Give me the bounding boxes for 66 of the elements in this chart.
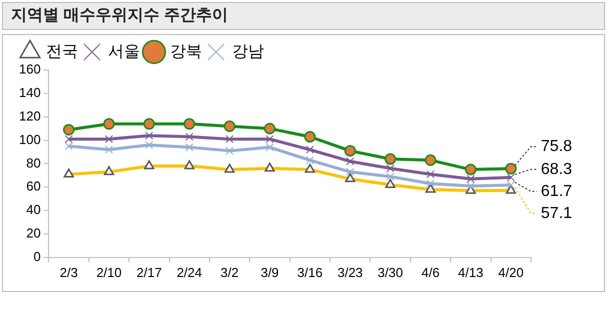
- point: [306, 156, 314, 164]
- point: [184, 118, 196, 130]
- y-tick-label: 120: [18, 108, 41, 124]
- y-tick-label: 40: [26, 202, 41, 218]
- point: [466, 174, 475, 183]
- y-tick-label: 20: [26, 226, 41, 241]
- x-tick-label: 3/2: [220, 264, 239, 280]
- point: [185, 143, 194, 152]
- point: [306, 146, 314, 154]
- legend-label: 전국: [46, 43, 78, 60]
- x-tick-label: 4/20: [498, 264, 524, 280]
- point: [344, 145, 356, 157]
- x-tick-label: 4/13: [458, 264, 484, 280]
- x-tick-label: 3/30: [378, 264, 403, 280]
- point: [304, 131, 316, 143]
- x-tick-label: 3/9: [260, 264, 279, 280]
- y-tick-label: 80: [26, 155, 41, 170]
- point: [266, 135, 274, 144]
- point: [143, 118, 155, 130]
- legend-label: 강남: [232, 43, 264, 60]
- y-tick-label: 160: [18, 62, 41, 77]
- point: [384, 153, 396, 165]
- point: [506, 181, 515, 190]
- point: [426, 170, 435, 178]
- y-tick-label: 100: [18, 132, 41, 147]
- point: [346, 157, 354, 166]
- point: [426, 180, 435, 188]
- y-tick-label: 60: [26, 178, 41, 194]
- point: [145, 140, 154, 149]
- data-label: 68.3: [540, 160, 572, 178]
- point: [466, 182, 475, 190]
- point: [386, 164, 394, 172]
- x-tick-label: 2/3: [60, 264, 78, 280]
- legend-label: 강북: [170, 43, 202, 60]
- point: [386, 172, 394, 181]
- point: [226, 146, 234, 155]
- point: [506, 173, 515, 182]
- point: [104, 135, 114, 144]
- x-tick-label: 2/17: [136, 264, 162, 280]
- point: [103, 118, 115, 130]
- point: [424, 154, 436, 166]
- point: [64, 135, 73, 144]
- point: [145, 132, 154, 140]
- point: [226, 135, 234, 144]
- point: [346, 168, 354, 176]
- point: [266, 143, 274, 152]
- point: [185, 132, 194, 141]
- legend-label: 서울: [108, 43, 140, 60]
- x-tick-label: 3/23: [337, 264, 363, 280]
- point: [264, 122, 276, 134]
- point: [104, 146, 114, 154]
- point: [63, 124, 75, 136]
- point: [464, 164, 476, 176]
- x-tick-label: 4/6: [421, 264, 440, 280]
- x-tick-label: 2/24: [176, 264, 202, 280]
- point: [224, 120, 236, 132]
- x-tick-label: 2/10: [96, 264, 122, 280]
- y-tick-label: 0: [33, 248, 41, 264]
- point: [505, 162, 517, 174]
- y-tick-label: 140: [18, 85, 41, 100]
- point: [64, 142, 73, 150]
- data-label: 57.1: [540, 204, 572, 222]
- x-tick-label: 3/16: [297, 264, 323, 280]
- data-label: 61.7: [540, 182, 572, 200]
- chart-title: 지역별 매수우위지수 주간추이: [2, 2, 605, 30]
- data-label: 75.8: [540, 138, 572, 156]
